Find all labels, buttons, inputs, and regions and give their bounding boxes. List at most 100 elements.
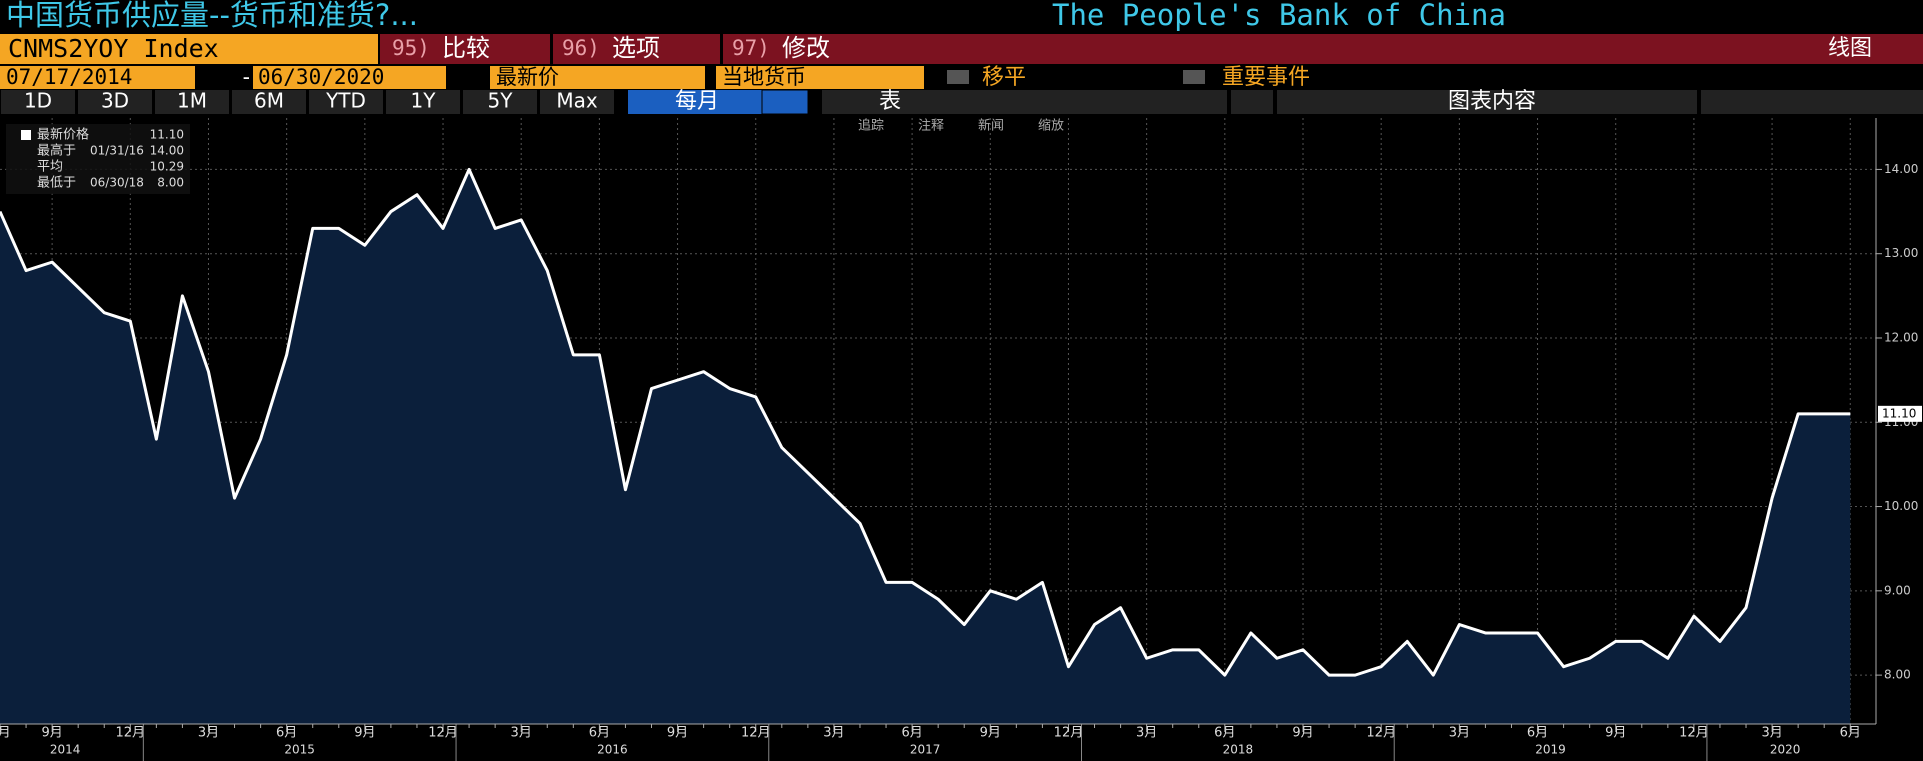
range-button[interactable]	[1, 90, 75, 114]
collapse-button[interactable]	[1231, 90, 1273, 114]
tool[interactable]: 注释	[918, 119, 944, 134]
menu-number: 95)	[392, 36, 430, 60]
year-label: 2018	[1223, 743, 1254, 757]
y-tick-label: 8.00	[1884, 668, 1911, 682]
x-tick-label: 12月	[1054, 726, 1084, 741]
x-tick-label: 6月	[276, 726, 297, 741]
range-button[interactable]	[309, 90, 383, 114]
range-label: 3D	[101, 89, 129, 113]
tool[interactable]: 新闻	[978, 118, 1004, 134]
x-tick-label: 9月	[667, 726, 688, 741]
start-date: 07/17/2014	[6, 65, 132, 89]
tool[interactable]: 缩放	[1038, 118, 1064, 134]
range-button[interactable]	[155, 90, 229, 114]
range-label: 5Y	[488, 89, 514, 113]
year-label: 2019	[1535, 743, 1566, 757]
tool[interactable]: 追踪	[858, 118, 884, 134]
legend-value: 10.29	[150, 160, 184, 174]
range-label: 6M	[254, 89, 284, 113]
menu-number: 96)	[562, 36, 600, 60]
x-tick-label: 7月	[0, 726, 11, 741]
range-button[interactable]	[463, 90, 537, 114]
chart-kind[interactable]: 线图	[1828, 36, 1872, 61]
x-tick-label: 6月	[589, 726, 610, 741]
checkbox[interactable]	[1183, 70, 1205, 84]
legend-swatch	[21, 130, 31, 140]
price-field: 最新价	[496, 65, 559, 89]
x-tick-label: 3月	[1761, 726, 1782, 741]
legend-label: 最新价格	[37, 127, 89, 143]
x-tick-label: 6月	[1214, 726, 1235, 741]
x-tick-label: 6月	[901, 726, 922, 741]
chart-button[interactable]	[761, 89, 809, 115]
x-tick-label: 3月	[823, 726, 844, 741]
table: 表	[879, 89, 901, 114]
year-label: 2015	[284, 743, 315, 757]
table-button[interactable]	[822, 90, 1227, 114]
events: 重要事件	[1222, 65, 1310, 90]
x-tick-label: 6月	[1840, 726, 1861, 741]
x-tick-label: 9月	[354, 726, 375, 741]
x-tick-label: 6月	[1527, 726, 1548, 741]
end-date: 06/30/2020	[258, 65, 384, 89]
legend-date: 01/31/16	[90, 144, 144, 158]
line	[0, 167, 1851, 677]
menu-label[interactable]: 比较	[442, 34, 490, 62]
legend-date: 06/30/18	[90, 176, 144, 190]
y-tick-label: 13.00	[1884, 246, 1918, 260]
range-label: Max	[556, 89, 598, 113]
x-tick-label: 3月	[511, 726, 532, 741]
legend-label: 平均	[37, 160, 63, 175]
currency: 当地货币	[722, 65, 806, 89]
settings-button[interactable]	[1701, 90, 1923, 114]
legend-box	[6, 124, 190, 194]
y-tick-label: 14.00	[1884, 162, 1918, 176]
legend-value: 14.00	[150, 144, 184, 158]
checkbox[interactable]	[947, 70, 969, 84]
range-label: 1D	[24, 89, 52, 113]
date-box[interactable]	[253, 66, 446, 89]
period: 每月	[675, 89, 719, 114]
year-label: 2014	[50, 743, 81, 757]
content-button[interactable]	[1277, 90, 1697, 114]
date-box[interactable]	[0, 66, 195, 89]
x-tick-label: 9月	[1292, 726, 1313, 741]
range-button[interactable]	[78, 90, 152, 114]
menu-divider	[550, 34, 553, 64]
range-label: YTD	[325, 89, 366, 113]
field-box[interactable]	[490, 66, 705, 89]
menu-number: 97)	[732, 36, 770, 60]
range-button[interactable]	[386, 90, 460, 114]
ticker: CNMS2YOY Index	[8, 34, 219, 63]
legend-label: 最低于	[37, 176, 76, 191]
y-tick-label: 9.00	[1884, 583, 1911, 597]
date-sep: -	[240, 65, 253, 89]
area	[0, 169, 1851, 724]
ticker-box[interactable]	[0, 34, 378, 64]
y-tick-label: 12.00	[1884, 330, 1918, 344]
x-tick-label: 12月	[428, 726, 458, 741]
x-tick-label: 12月	[741, 726, 771, 741]
currency-box[interactable]	[716, 66, 924, 89]
menu-label[interactable]: 修改	[782, 34, 830, 62]
year-label: 2020	[1770, 743, 1801, 757]
x-tick-label: 3月	[198, 726, 219, 741]
range-button[interactable]	[540, 90, 614, 114]
menu-divider	[720, 34, 723, 64]
x-tick-label: 3月	[1136, 726, 1157, 741]
legend-value: 11.10	[150, 128, 184, 142]
year-label: 2017	[910, 743, 941, 757]
source: The People's Bank of China	[1052, 0, 1506, 32]
y-tick-label: 10.00	[1884, 499, 1918, 513]
last-value-box	[1878, 405, 1922, 422]
chart-content: 图表内容	[1448, 89, 1536, 114]
range-button[interactable]	[232, 90, 306, 114]
smoothing: 移平	[982, 65, 1026, 90]
menu-label[interactable]: 选项	[612, 34, 660, 62]
x-tick-label: 9月	[1605, 726, 1626, 741]
last-value-label: 11.10	[1882, 406, 1916, 420]
x-tick-label: 9月	[41, 726, 62, 741]
menu-bar	[380, 34, 1923, 64]
legend-value: 8.00	[157, 176, 184, 190]
